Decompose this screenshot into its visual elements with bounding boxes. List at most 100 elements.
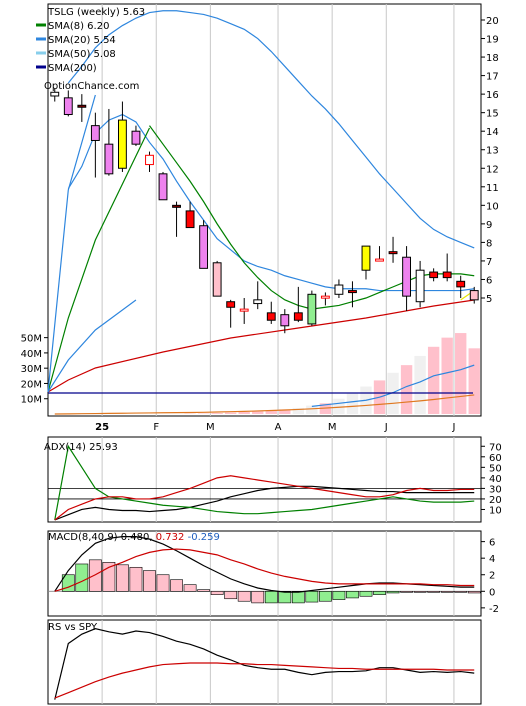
candle-body [77, 104, 87, 108]
volume-bar [427, 346, 440, 414]
candle-body [415, 269, 425, 303]
candle-body [429, 271, 439, 279]
volume-bar [224, 412, 237, 414]
macd-histogram-bar [129, 566, 143, 592]
macd-histogram-bar [224, 591, 238, 600]
sma8-origin [47, 127, 151, 393]
legend-entry: SMA(50) 5.08 [48, 49, 116, 60]
candle-body [117, 119, 127, 169]
price-tick-label: 10 [486, 201, 499, 212]
candle-body [266, 312, 276, 321]
macd-series-line [54, 548, 475, 592]
macd-tick-label: 0 [489, 587, 495, 598]
volume-bar [238, 412, 250, 414]
candle-body [158, 173, 168, 201]
candle-body [253, 299, 263, 305]
legend-entry: SMA(20) 5.54 [48, 35, 116, 46]
adx-label: ADX(14) 25.93 [44, 442, 118, 453]
macd-tick-label: 4 [489, 554, 495, 565]
volume-bar [414, 355, 426, 414]
rs-label: RS vs SPY [48, 622, 98, 633]
candle-body [63, 97, 73, 116]
macd-histogram-bar [61, 574, 75, 592]
macd-histogram-bar [197, 589, 210, 592]
volume-bar [319, 403, 332, 414]
sma50-line [67, 10, 475, 249]
sma8-line [148, 125, 475, 310]
volume-tick-label: 40M [21, 349, 42, 360]
volume-bar [333, 398, 345, 414]
candle-body [442, 271, 452, 279]
legend-entry: TSLG (weekly) 5.63 [47, 7, 145, 18]
macd-histogram-bar [183, 584, 197, 592]
macd-histogram-bar [454, 591, 468, 593]
volume-tick-label: 50M [21, 334, 42, 345]
sma50-origin [47, 94, 96, 393]
adx-tick-label: 60 [489, 453, 502, 464]
x-tick-label: A [275, 422, 282, 433]
candle-body [212, 262, 222, 297]
macd-label-part: MACD(8,40,9) 0.480, [48, 532, 153, 543]
candle-body [239, 308, 249, 312]
x-tick-label: 25 [95, 422, 109, 433]
legend-entry: SMA(8) 6.20 [48, 21, 109, 32]
macd-histogram-bar [251, 591, 265, 604]
candle-body [199, 225, 209, 269]
candle-body [172, 204, 181, 208]
macd-histogram-bar [237, 591, 251, 602]
macd-histogram-bar [264, 591, 278, 604]
adx-tick-label: 70 [489, 442, 502, 453]
price-tick-label: 19 [486, 35, 499, 46]
macd-histogram-bar [75, 563, 89, 592]
macd-tick-label: 2 [489, 571, 495, 582]
sma20-line [67, 113, 475, 292]
volume-bar [265, 410, 277, 414]
rs-series-line [54, 662, 475, 699]
adx-tick-label: 30 [489, 484, 502, 495]
macd-histogram-bar [332, 591, 346, 600]
macd-histogram-bar [386, 591, 400, 594]
price-tick-label: 7 [486, 257, 492, 268]
candle-body [307, 293, 317, 325]
macd-histogram-bar [346, 591, 359, 599]
price-tick-label: 12 [486, 164, 499, 175]
candle-body [334, 284, 344, 295]
volume-tick-label: 30M [21, 364, 42, 375]
macd-histogram-bar [143, 570, 156, 592]
x-tick-label: M [328, 422, 337, 433]
volume-bar [279, 409, 291, 414]
candle-body [90, 125, 100, 141]
adx-series-line [54, 475, 475, 521]
trend-line-red [47, 299, 475, 393]
volume-tick-label: 20M [21, 379, 42, 390]
macd-histogram-bar [170, 579, 183, 592]
price-tick-label: 11 [486, 183, 499, 194]
volume-bar [292, 407, 305, 414]
macd-histogram-bar [291, 591, 305, 604]
candle-body [402, 256, 412, 297]
price-tick-label: 5 [486, 294, 492, 305]
watermark: OptionChance.com [44, 81, 139, 92]
adx-series-line [54, 485, 475, 521]
macd-label-part: 0.732 [156, 532, 185, 543]
macd-histogram-bar [373, 591, 386, 595]
macd-histogram-bar [467, 591, 481, 594]
panel-frame-adx [47, 436, 482, 523]
candle-body [375, 258, 384, 262]
candle-body [226, 301, 236, 308]
candle-body [320, 295, 330, 299]
x-tick-label: J [451, 422, 455, 433]
x-tick-label: J [384, 422, 388, 433]
macd-histogram-bar [278, 591, 292, 604]
candle-body [104, 143, 114, 175]
volume-bar [400, 365, 413, 414]
macd-histogram-bar [210, 591, 224, 595]
volume-bar [455, 333, 467, 414]
volume-bar [468, 348, 480, 414]
macd-label-part: -0.259 [188, 532, 220, 543]
x-tick-label: M [206, 422, 215, 433]
price-tick-label: 18 [486, 53, 499, 64]
candle-body [361, 245, 371, 271]
candle-body [388, 251, 398, 255]
volume-bar [346, 392, 359, 414]
